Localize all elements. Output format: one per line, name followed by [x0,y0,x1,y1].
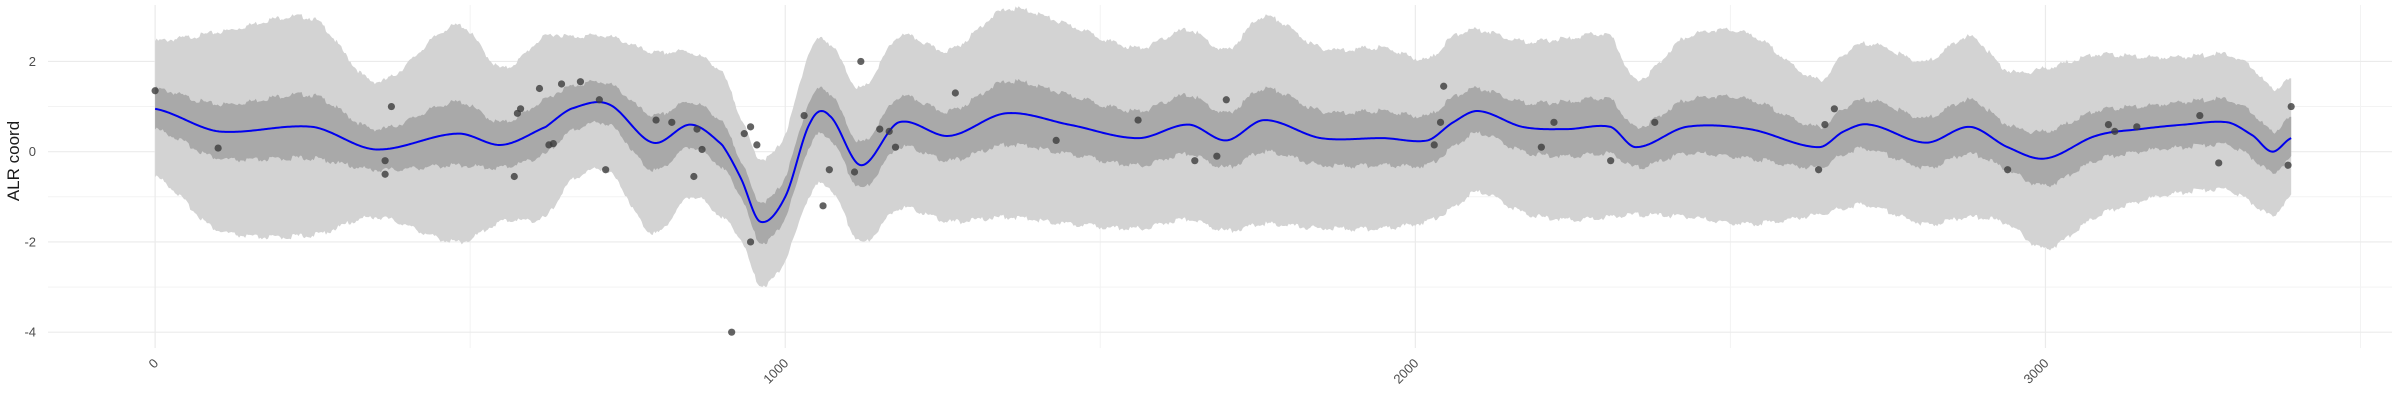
data-point [2111,127,2119,135]
data-point [1222,96,1230,104]
data-point [387,102,396,111]
data-point [2133,123,2141,131]
y-tick-label: -4 [24,325,36,340]
data-point [381,170,389,178]
x-tick-label: 3000 [2021,356,2052,387]
y-axis-title: ALR coord [4,121,23,201]
data-point [576,78,585,86]
data-point [1651,118,1659,126]
x-tick-label: 0 [146,356,162,372]
data-point [510,172,518,181]
y-tick-label: 2 [29,54,36,69]
data-point [1440,82,1448,90]
data-point [668,118,676,126]
data-point [2284,161,2292,169]
data-point [1191,157,1199,165]
data-point [151,87,159,95]
data-point [746,238,755,246]
data-point [516,105,525,113]
data-point [602,166,610,174]
data-point [753,141,761,149]
data-point [876,125,884,133]
confidence-bands [155,6,2292,287]
data-point [1815,166,1823,174]
data-point [728,328,736,336]
data-point [1830,105,1838,113]
data-point [652,116,660,124]
data-point [1134,116,1142,124]
data-point [1430,141,1438,149]
x-tick-label: 2000 [1390,356,1421,387]
data-point [746,123,755,131]
data-point [595,96,603,104]
mean-curve-line [154,101,2292,224]
data-point [2004,166,2012,174]
y-tick-label: -2 [24,234,36,249]
data-point [819,202,827,210]
x-axis-tick-labels: 0 1000 2000 3000 [146,356,2052,387]
data-point [885,127,893,135]
data-point [2196,111,2204,120]
data-point [2215,159,2223,167]
data-point [381,157,389,165]
data-point [2287,102,2295,111]
data-point [1537,143,1545,151]
data-point [1607,157,1615,165]
data-point [857,57,865,66]
data-point [690,172,698,181]
data-point [214,144,222,152]
data-point [1550,118,1558,126]
data-point [825,166,833,174]
data-point [535,84,544,93]
data-point [891,143,900,151]
data-point [557,80,566,88]
data-point [693,125,701,133]
data-point [698,145,706,154]
data-point [1213,152,1221,160]
y-tick-label: 0 [29,144,36,159]
inner-credible-band [155,79,2292,245]
data-point [800,111,808,120]
data-point [740,130,748,138]
data-point [549,139,557,148]
data-point [2104,120,2113,129]
observed-points [151,57,2295,336]
data-point [1821,120,1829,129]
data-point [1436,118,1445,126]
data-point [951,89,959,97]
x-tick-label: 1000 [760,356,791,387]
y-axis-tick-labels: -4 -2 0 2 [24,54,36,340]
data-point [1052,136,1060,144]
data-point [850,168,859,176]
